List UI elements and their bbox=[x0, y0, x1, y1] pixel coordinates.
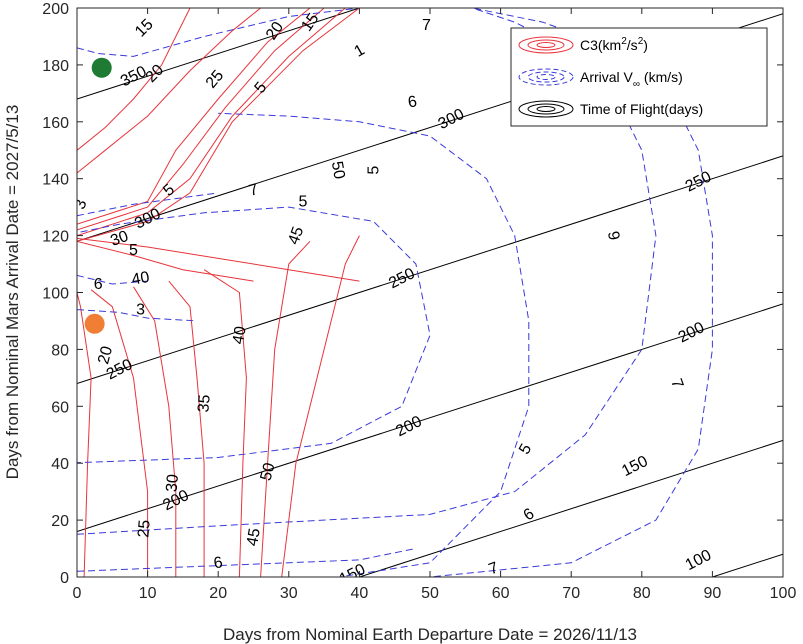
c3-contour-50-6 bbox=[281, 235, 360, 577]
x-tick-label-80: 80 bbox=[633, 585, 651, 602]
x-tick-label-70: 70 bbox=[562, 585, 580, 602]
x-tick-label-100: 100 bbox=[770, 585, 797, 602]
optimal-arrival-marker bbox=[91, 57, 112, 78]
c3-contour-40-4 bbox=[203, 269, 247, 577]
vinf-contour-label-5: 5 bbox=[298, 193, 307, 210]
axis-ticks: 0 10 20 30 40 50 60 70 80 90 100 0 20 40 60 80 100 120 140… bbox=[42, 1, 796, 602]
vinf-contour-label-2: 7 bbox=[422, 17, 431, 34]
x-tick-label-30: 30 bbox=[280, 585, 298, 602]
c3-contour-5-7 bbox=[77, 8, 360, 242]
y-tick-label-120: 120 bbox=[42, 229, 69, 246]
c3-contour-label-10: 30 bbox=[164, 473, 182, 492]
legend-box bbox=[510, 27, 768, 127]
vinf-contour-label-14: 5 bbox=[129, 242, 138, 259]
c3-contour-30-2 bbox=[133, 286, 177, 577]
x-tick-label-40: 40 bbox=[351, 585, 369, 602]
c3-contour-label-7: 45 bbox=[285, 224, 307, 247]
y-tick-label-20: 20 bbox=[51, 513, 69, 530]
c3-contour-label-14: 50 bbox=[258, 461, 279, 483]
x-tick-label-10: 10 bbox=[139, 585, 157, 602]
y-tick-label-180: 180 bbox=[42, 58, 69, 75]
marker-layer bbox=[84, 57, 112, 334]
y-tick-label-140: 140 bbox=[42, 172, 69, 189]
c3-contour-40-13 bbox=[77, 237, 360, 282]
tof-contour-150-1 bbox=[357, 439, 783, 577]
vinf-contour-5-0 bbox=[77, 206, 431, 464]
y-tick-label-60: 60 bbox=[51, 399, 69, 416]
c3-contour-label-15: 45 bbox=[244, 527, 264, 548]
tof-contour-250-3 bbox=[77, 155, 783, 384]
y-tick-label-0: 0 bbox=[60, 570, 69, 587]
y-tick-label-40: 40 bbox=[51, 456, 69, 473]
legend-c3-swatch bbox=[518, 36, 574, 54]
vinf-contour-label-11: 6 bbox=[212, 554, 224, 572]
c3-contour-label-11: 25 bbox=[135, 519, 153, 538]
x-axis-label: Days from Nominal Earth Departure Date =… bbox=[223, 625, 637, 644]
c3-contour-45-5 bbox=[260, 240, 311, 577]
c3-contour-label-16: 30 bbox=[108, 228, 131, 250]
c3-contour-35-14 bbox=[77, 240, 254, 282]
vinf-contour-7-5 bbox=[77, 192, 219, 217]
c3-contour-25-1 bbox=[90, 289, 149, 577]
c3-contour-label-13: 40 bbox=[130, 269, 151, 289]
y-axis-label: Days from Nominal Mars Arrival Date = 20… bbox=[3, 105, 22, 480]
x-tick-label-0: 0 bbox=[73, 585, 82, 602]
tof-contour-100-0 bbox=[710, 553, 783, 577]
tof-contour-350-5 bbox=[77, 8, 360, 100]
vinf-contour-label-12: 3 bbox=[136, 302, 145, 319]
y-tick-label-100: 100 bbox=[42, 286, 69, 303]
c3-contour-15-9 bbox=[77, 8, 325, 231]
legend-vinf-swatch bbox=[518, 68, 574, 86]
x-tick-label-90: 90 bbox=[704, 585, 722, 602]
x-tick-label-60: 60 bbox=[492, 585, 510, 602]
c3-contour-20-10 bbox=[77, 8, 311, 225]
legend-c3-label: C3(km2/s2) bbox=[580, 36, 648, 53]
y-tick-label-200: 200 bbox=[42, 1, 69, 18]
legend-vinf-label: Arrival V∞ (km/s) bbox=[580, 69, 683, 90]
vinf-contour-3-6 bbox=[77, 309, 198, 322]
tof-contour-200-2 bbox=[77, 303, 783, 532]
vinf-contour-5-8 bbox=[77, 8, 360, 57]
c3-contour-20-0 bbox=[77, 292, 92, 577]
x-tick-label-20: 20 bbox=[209, 585, 227, 602]
c3-contour-35-3 bbox=[168, 280, 205, 577]
vinf-contour-6-3 bbox=[77, 548, 416, 572]
vinf-contour-label-6: 9 bbox=[604, 230, 622, 242]
c3-contour-25-11 bbox=[77, 8, 261, 174]
c3-contour-15-12 bbox=[77, 8, 191, 151]
y-tick-label-80: 80 bbox=[51, 342, 69, 359]
c3-contour-label-6: 50 bbox=[328, 160, 348, 181]
c3-contour-label-9: 35 bbox=[195, 394, 213, 413]
legend-tof-swatch bbox=[518, 100, 574, 118]
vinf-contour-label-13: 6 bbox=[94, 276, 103, 293]
c3-contour-10-8 bbox=[77, 8, 346, 237]
legend-tof-label: Time of Flight(days) bbox=[580, 101, 703, 117]
c3-contour-label-8: 40 bbox=[230, 325, 250, 346]
legend: C3(km2/s2) Arrival V∞ (km/s) Time of Fli… bbox=[510, 27, 768, 127]
vinf-contour-6-7 bbox=[77, 274, 148, 285]
c3-contour-label-12: 20 bbox=[95, 344, 116, 366]
vinf-contour-label-4: 5 bbox=[366, 166, 383, 175]
vinf-contour-5-1 bbox=[218, 112, 530, 577]
x-tick-label-50: 50 bbox=[421, 585, 439, 602]
y-tick-label-160: 160 bbox=[42, 115, 69, 132]
vinf-contour-label-3: 6 bbox=[407, 93, 419, 111]
alternate-arrival-marker bbox=[84, 313, 105, 334]
vinf-contour-label-1: 7 bbox=[247, 181, 260, 200]
